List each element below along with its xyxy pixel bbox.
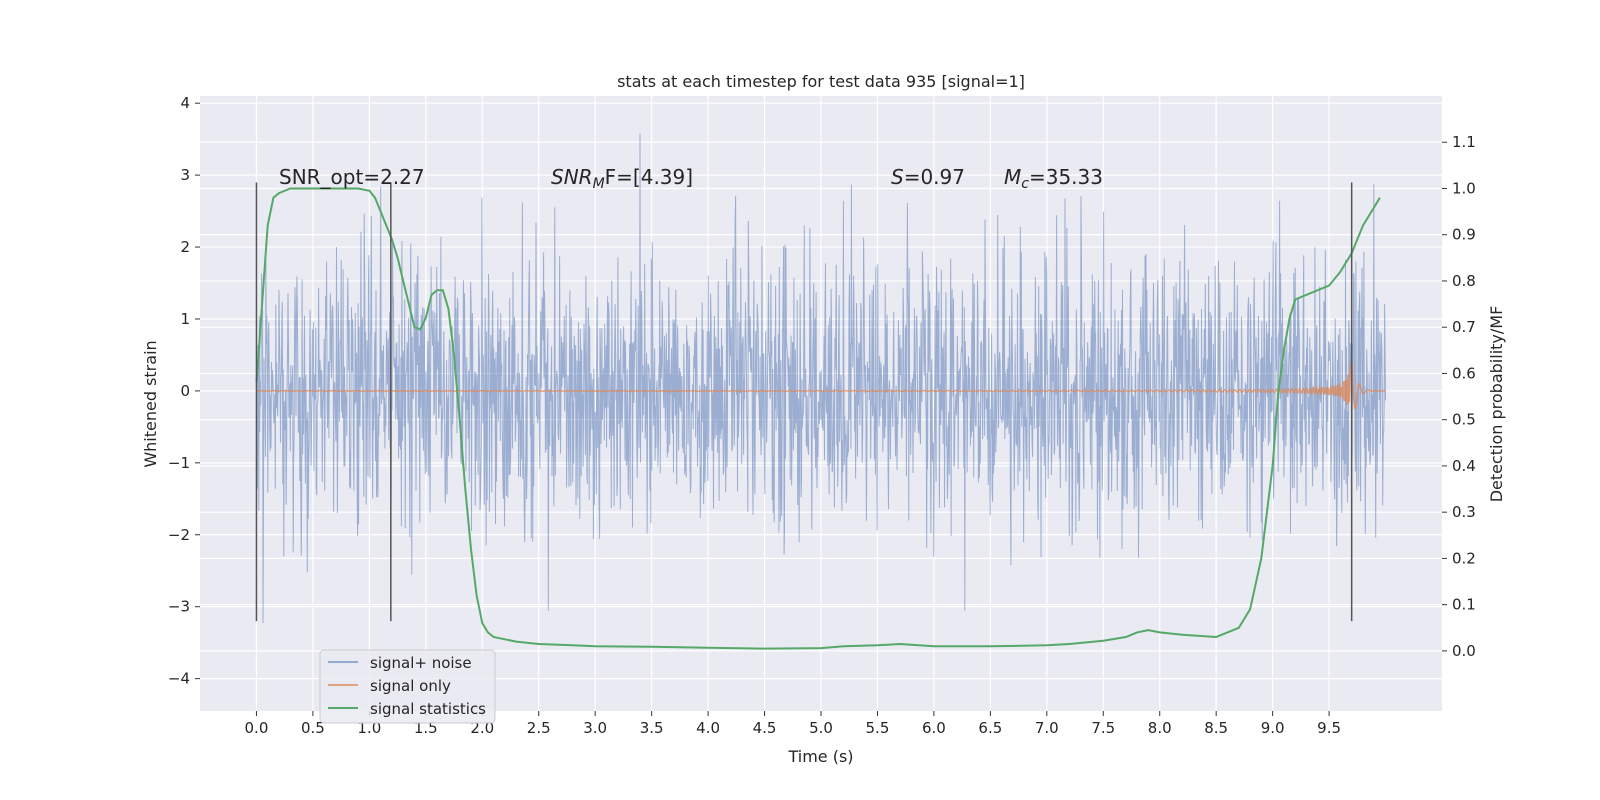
y-axis-right: 1.1 1.0 0.9 0.8 0.7 0.6 0.5 0.4 0.3 0.2 0.1 0.0	[1442, 133, 1476, 660]
y-right-tick-label: 0.1	[1452, 596, 1476, 614]
y-right-tick-label: 1.1	[1452, 133, 1476, 151]
y-left-tick-label: 1	[180, 310, 190, 328]
x-axis: 0.0 0.5 1.0 1.5 2.0 2.5 3.0 3.5 4.0 4.5 5.0 5.5 6.0 6…	[245, 711, 1341, 737]
x-tick-label: 6.0	[922, 719, 946, 737]
y-right-tick-label: 0.2	[1452, 549, 1476, 567]
y-right-tick-label: 0.3	[1452, 503, 1476, 521]
annotation-mc-value: =35.33	[1029, 165, 1103, 189]
x-tick-label: 5.5	[866, 719, 890, 737]
y-axis-left: 4 3 2 1 0 −1 −2 −3 −4	[168, 94, 200, 688]
annotation-s: S=0.97	[891, 165, 965, 189]
y-right-tick-label: 0.5	[1452, 411, 1476, 429]
y-right-tick-label: 0.9	[1452, 226, 1476, 244]
x-tick-label: 4.0	[696, 719, 720, 737]
x-tick-label: 7.0	[1035, 719, 1059, 737]
annotation-snr-mf-subscript: M	[593, 176, 605, 192]
x-tick-label: 3.0	[583, 719, 607, 737]
annotation-mc: Mc=35.33	[1004, 165, 1103, 192]
x-tick-label: 6.5	[978, 719, 1002, 737]
series-signal-only-line	[256, 359, 1386, 410]
annotation-s-symbol: S	[891, 165, 904, 189]
annotation-snr-opt: SNR_opt=2.27	[279, 165, 425, 189]
x-tick-label: 5.0	[809, 719, 833, 737]
legend-label-signal: signal only	[370, 677, 451, 695]
y-right-tick-label: 0.0	[1452, 642, 1476, 660]
y-left-tick-label: −1	[168, 454, 190, 472]
y-left-tick-label: −2	[168, 526, 190, 544]
annotation-snr-mf-value: F=[4.39]	[605, 165, 693, 189]
vertical-markers	[255, 182, 1353, 622]
x-tick-label: 2.5	[527, 719, 551, 737]
y-right-tick-label: 0.4	[1452, 457, 1476, 475]
annotation-mc-subscript: c	[1021, 176, 1029, 192]
y-right-tick-label: 0.7	[1452, 318, 1476, 336]
x-tick-label: 8.5	[1204, 719, 1228, 737]
annotation-snr-mf: SNRMF=[4.39]	[551, 165, 693, 192]
chart-title: stats at each timestep for test data 935…	[617, 72, 1025, 91]
y-left-tick-label: 4	[180, 94, 190, 112]
y-left-tick-label: 3	[180, 166, 190, 184]
y-left-tick-label: 0	[180, 382, 190, 400]
y-axis-right-label: Detection probability/MF	[1487, 306, 1506, 503]
x-tick-label: 9.5	[1317, 719, 1341, 737]
x-axis-label: Time (s)	[787, 747, 853, 766]
x-tick-label: 0.0	[245, 719, 269, 737]
x-tick-label: 7.5	[1091, 719, 1115, 737]
legend-box	[319, 649, 496, 724]
y-left-tick-label: 2	[180, 238, 190, 256]
annotation-mc-symbol: M	[1004, 165, 1021, 189]
legend-label-stat: signal statistics	[370, 700, 486, 718]
y-right-tick-label: 0.8	[1452, 272, 1476, 290]
x-tick-label: 8.0	[1148, 719, 1172, 737]
annotation-s-value: =0.97	[904, 165, 965, 189]
y-left-tick-label: −3	[168, 598, 190, 616]
annotation-snr-mf-symbol: SNR	[551, 165, 593, 189]
x-tick-label: 3.5	[640, 719, 664, 737]
y-left-tick-label: −4	[168, 670, 190, 688]
y-axis-left-label: Whitened strain	[141, 340, 160, 467]
legend-label-noise: signal+ noise	[370, 654, 472, 672]
y-right-tick-label: 0.6	[1452, 364, 1476, 382]
series-signal-noise-line	[256, 133, 1386, 624]
annotations: SNR_opt=2.27 SNRMF=[4.39] S=0.97 Mc=35.3…	[279, 165, 1103, 192]
series-signal-statistics-line	[255, 187, 1381, 650]
legend: signal+ noise signal only signal statist…	[319, 649, 496, 724]
x-tick-label: 0.5	[301, 719, 325, 737]
x-tick-label: 4.5	[753, 719, 777, 737]
x-tick-label: 9.0	[1261, 719, 1285, 737]
y-right-tick-label: 1.0	[1452, 179, 1476, 197]
plot-area	[255, 133, 1386, 650]
